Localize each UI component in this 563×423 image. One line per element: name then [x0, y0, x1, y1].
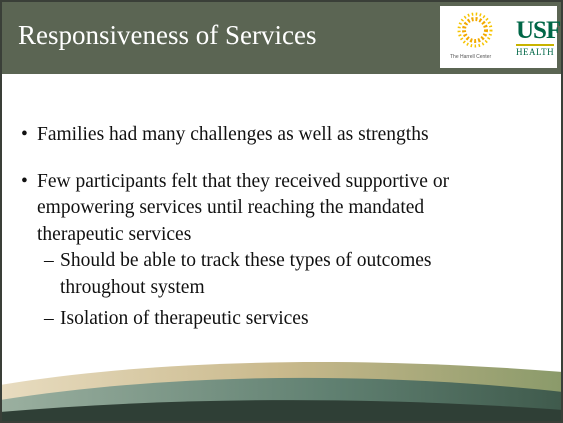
bullet-mark: •: [21, 124, 28, 145]
sub-bullet-mark: –: [44, 250, 54, 271]
sub-bullet-text: Isolation of therapeutic services: [60, 308, 309, 329]
bullet-text: therapeutic services: [37, 223, 192, 245]
usf-rule: [516, 44, 554, 46]
slide-title: Responsiveness of Services: [18, 20, 317, 50]
sun-logo: [457, 12, 493, 48]
sub-bullet-text: Should be able to track these types of o…: [60, 250, 432, 271]
bullet-text: Few participants felt that they received…: [37, 170, 450, 192]
bullet-text: Families had many challenges as well as …: [37, 124, 429, 145]
health-logo: HEALTH: [516, 47, 555, 57]
sub-bullet-text: throughout system: [60, 276, 205, 298]
logo-caption: The Harrell Center: [450, 54, 492, 60]
usf-logo: USF: [516, 17, 561, 44]
bullet-text: empowering services until reaching the m…: [37, 197, 425, 218]
bullet-mark: •: [21, 170, 28, 192]
sub-bullet-mark: –: [44, 308, 54, 329]
logos: The Harrell Center USF HEALTH: [440, 6, 561, 68]
